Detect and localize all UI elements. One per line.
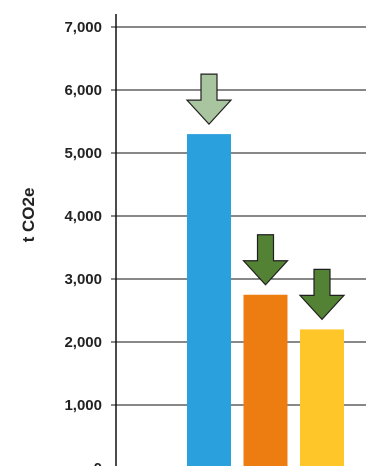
gridlines: [116, 26, 366, 406]
y-tick-label: 3,000: [64, 271, 102, 288]
y-tick-label: 0: [94, 460, 102, 466]
y-axis-title: t CO2e: [19, 188, 38, 243]
bar: [187, 134, 231, 466]
y-tick-label: 6,000: [64, 82, 102, 99]
y-axis-ticks: 0 1,000 2,000 3,000 4,000 5,000 6,000 7,000: [64, 19, 116, 466]
y-tick-label: 4,000: [64, 208, 102, 225]
y-tick-label: 2,000: [64, 334, 102, 351]
y-tick-label: 7,000: [64, 19, 102, 36]
bars: [187, 134, 344, 466]
annotation-arrows: [185, 73, 346, 321]
down-arrow-icon: [298, 268, 346, 321]
y-tick-label: 1,000: [64, 397, 102, 414]
bar: [243, 294, 288, 466]
down-arrow-icon: [242, 234, 289, 286]
down-arrow-icon: [185, 73, 233, 125]
y-tick-label: 5,000: [64, 145, 102, 162]
bar: [300, 329, 344, 466]
